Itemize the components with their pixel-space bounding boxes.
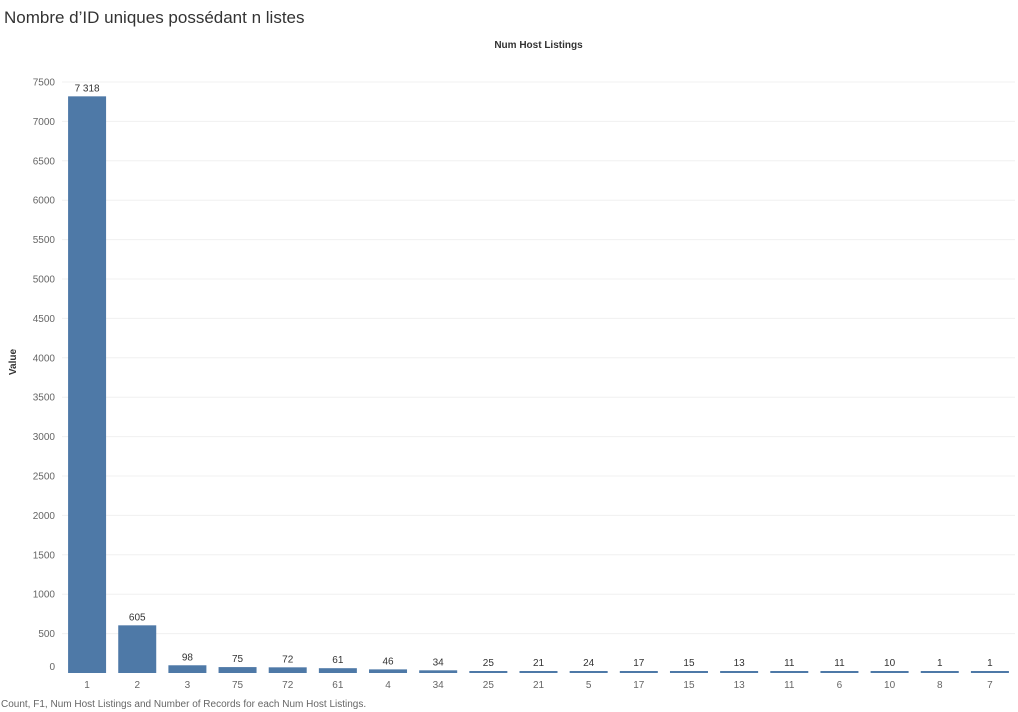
y-tick-label: 4000: [33, 353, 56, 364]
x-tick-label: 7: [987, 680, 993, 691]
chart-title: Nombre d’ID uniques possédant n listes: [4, 8, 305, 27]
bar[interactable]: [218, 667, 257, 673]
y-tick-label: 500: [38, 629, 55, 640]
y-tick-label: 2500: [33, 472, 56, 483]
y-tick-label: 6000: [33, 196, 56, 207]
bar-value-label: 34: [433, 657, 445, 668]
y-axis: 0 500 1000 1500 2000 2500 3000 3500 4000 4500 5000…: [33, 78, 56, 674]
x-tick-label: 1: [84, 680, 90, 691]
y-tick-label: 0: [49, 662, 55, 673]
bar-value-label: 46: [382, 656, 394, 667]
x-tick-label: 8: [937, 680, 943, 691]
bar-value-label: 7 318: [75, 83, 100, 94]
x-tick-label: 3: [185, 680, 191, 691]
bar-value-label: 605: [129, 612, 146, 623]
y-tick-label: 4500: [33, 314, 56, 325]
bar[interactable]: [820, 671, 859, 673]
bar-value-label: 24: [583, 658, 595, 669]
bar[interactable]: [419, 670, 458, 673]
x-tick-label: 34: [433, 680, 445, 691]
y-tick-label: 6500: [33, 156, 56, 167]
x-tick-label: 15: [683, 680, 695, 691]
x-tick-label: 2: [134, 680, 140, 691]
x-tick-label: 25: [483, 680, 495, 691]
x-tick-label: 17: [633, 680, 645, 691]
bar-value-label: 11: [784, 658, 795, 669]
bar-value-label: 25: [483, 658, 495, 669]
bar[interactable]: [168, 665, 207, 673]
chart-caption: Count, F1, Num Host Listings and Number …: [1, 699, 367, 710]
bar[interactable]: [118, 625, 157, 673]
x-tick-label: 4: [385, 680, 391, 691]
bar-value-label: 13: [734, 658, 746, 669]
y-tick-label: 7000: [33, 117, 56, 128]
y-tick-label: 1000: [33, 590, 56, 601]
x-tick-label: 75: [232, 680, 244, 691]
bar[interactable]: [720, 671, 759, 673]
column-header: Num Host Listings: [494, 40, 583, 51]
x-tick-label: 21: [533, 680, 545, 691]
x-tick-label: 11: [784, 680, 795, 691]
bar[interactable]: [519, 671, 558, 673]
bar[interactable]: [870, 671, 909, 673]
bar-value-label: 75: [232, 654, 244, 665]
bar-value-label: 11: [834, 658, 845, 669]
bar-value-label: 21: [533, 658, 545, 669]
gridlines: [62, 81, 1015, 635]
bar[interactable]: [619, 671, 658, 673]
x-tick-label: 6: [837, 680, 843, 691]
bar[interactable]: [920, 671, 959, 673]
bar[interactable]: [569, 671, 608, 673]
bar-value-label: 17: [633, 658, 645, 669]
bar-value-label: 1: [987, 658, 993, 669]
bar[interactable]: [669, 671, 708, 673]
bar-value-label: 61: [332, 655, 344, 666]
y-tick-label: 5500: [33, 235, 56, 246]
y-tick-label: 2000: [33, 511, 56, 522]
y-tick-label: 3500: [33, 393, 56, 404]
bar[interactable]: [369, 669, 408, 673]
bar-value-label: 10: [884, 658, 896, 669]
x-tick-label: 72: [282, 680, 294, 691]
bar[interactable]: [970, 671, 1009, 673]
bar[interactable]: [770, 671, 809, 673]
y-tick-label: 7500: [33, 78, 56, 89]
y-tick-label: 1500: [33, 550, 56, 561]
y-tick-label: 5000: [33, 275, 56, 286]
y-tick-label: 3000: [33, 432, 56, 443]
bar[interactable]: [469, 671, 508, 673]
x-axis: 1 2 3 75 72 61 4 34 25 21 5 17 15 13 11 6 10 8 7: [84, 680, 993, 691]
bar-value-label: 15: [683, 658, 695, 669]
y-axis-title: Value: [8, 349, 19, 376]
x-tick-label: 5: [586, 680, 592, 691]
bar-value-label: 72: [282, 654, 294, 665]
bars: [68, 96, 1009, 673]
bar[interactable]: [318, 668, 357, 673]
bar-value-label: 98: [182, 652, 194, 663]
x-tick-label: 61: [332, 680, 344, 691]
bar[interactable]: [68, 96, 107, 673]
x-tick-label: 10: [884, 680, 896, 691]
bar[interactable]: [268, 667, 307, 673]
bar-value-label: 1: [937, 658, 943, 669]
x-tick-label: 13: [734, 680, 746, 691]
